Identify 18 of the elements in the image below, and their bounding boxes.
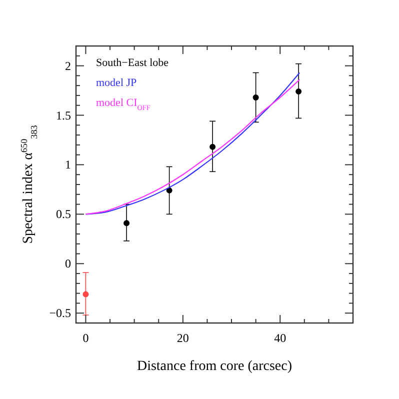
- y-tick-label: −0.5: [49, 306, 71, 320]
- point: [252, 94, 259, 100]
- text: model JP: [96, 77, 137, 89]
- y-tick-label: 2: [65, 58, 71, 73]
- x-tick-label: 0: [82, 331, 89, 345]
- y-tick-label: 1: [65, 158, 71, 172]
- x-axis-title: Distance from core (arcsec): [136, 359, 292, 374]
- y-tick-label: 0.5: [56, 207, 71, 222]
- point: [82, 291, 89, 298]
- text: South−East lobe: [96, 57, 169, 69]
- point: [124, 220, 130, 226]
- y-tick-label: 0: [65, 256, 71, 271]
- point: [210, 144, 216, 150]
- point: [296, 88, 302, 95]
- x-tick-label: 40: [274, 331, 286, 345]
- text: model CI$_{OFF}$: [96, 97, 150, 112]
- x-tick-label: 20: [176, 331, 189, 345]
- y-tick-label: 1.5: [56, 108, 71, 122]
